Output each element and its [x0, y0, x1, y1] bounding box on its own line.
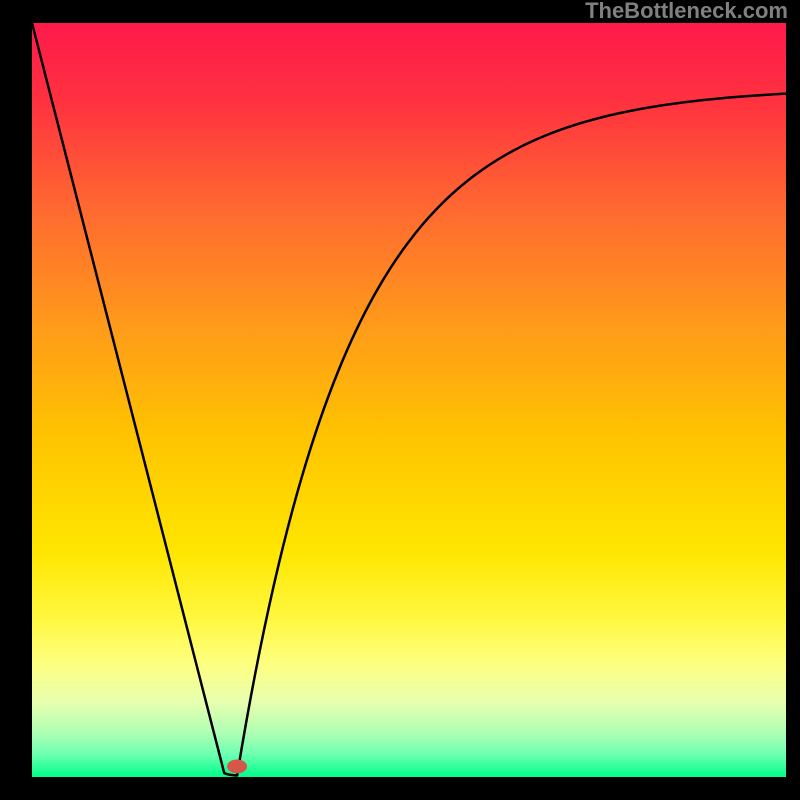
watermark-text: TheBottleneck.com: [585, 0, 788, 24]
bottleneck-curve: [32, 23, 786, 775]
plot-area: [32, 23, 786, 777]
curve-layer: [32, 23, 786, 777]
minimum-marker: [227, 759, 247, 773]
chart-frame: TheBottleneck.com: [0, 0, 800, 800]
